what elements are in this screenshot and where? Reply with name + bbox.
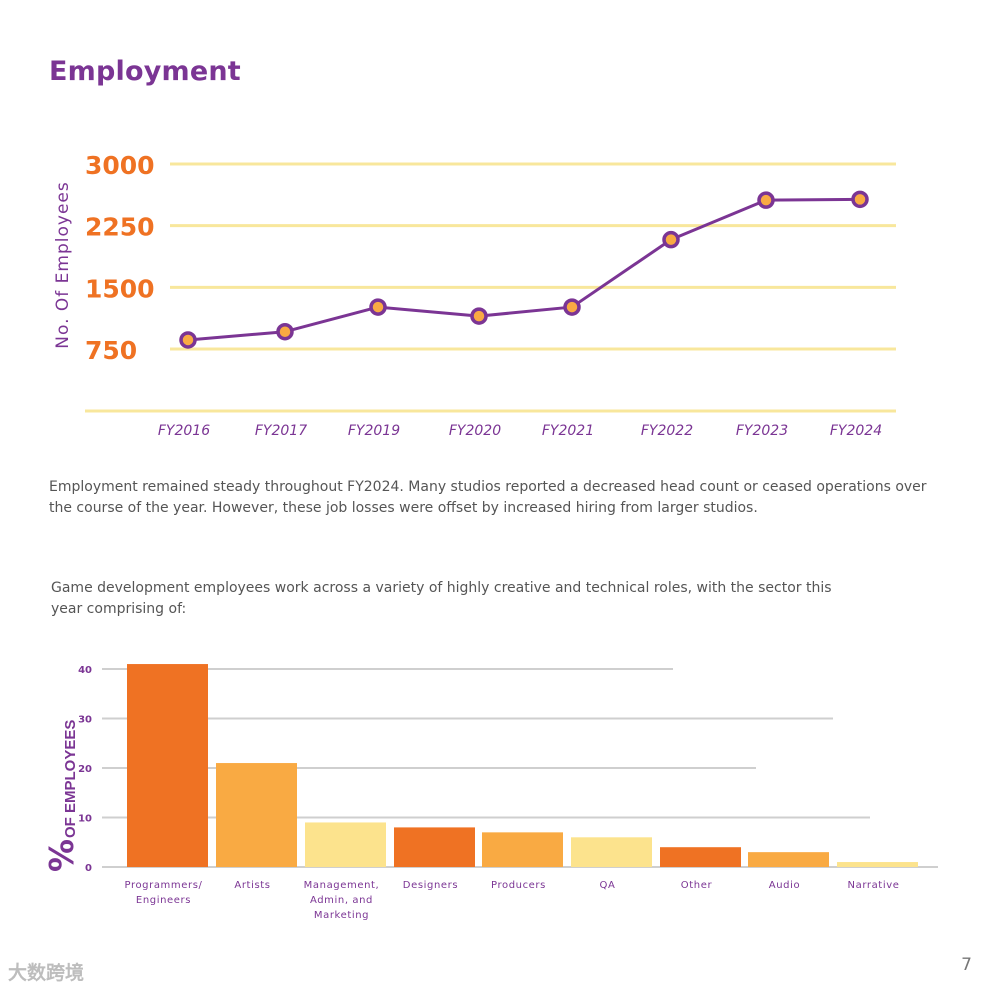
x-tick-label: FY2019 [348, 423, 400, 439]
x-tick-label: FY2017 [255, 423, 307, 439]
watermark: 大数跨境 [8, 962, 85, 984]
x-tick-label: Management, [304, 880, 380, 891]
x-tick-label: Other [681, 880, 713, 891]
x-tick-label: Admin, and [310, 895, 373, 906]
x-tick-label: FY2021 [542, 423, 594, 439]
data-point [851, 190, 869, 209]
x-tick-label: Engineers [136, 895, 191, 906]
bar [571, 837, 652, 867]
x-tick-label: FY2022 [641, 423, 693, 439]
data-point [757, 191, 775, 209]
page-number: 7 [961, 955, 972, 975]
data-point [276, 322, 294, 341]
data-point [470, 307, 488, 325]
bar [748, 852, 829, 867]
y-tick-label: 750 [85, 336, 137, 365]
x-tick-label: FY2023 [736, 423, 788, 439]
x-tick-label: Marketing [314, 910, 369, 921]
x-tick-label: QA [600, 880, 616, 891]
y-tick-label: 0 [85, 863, 92, 874]
y-tick-label: 3000 [85, 151, 155, 180]
x-tick-label: FY2020 [449, 423, 501, 439]
x-tick-label: Artists [234, 880, 270, 891]
bar [837, 862, 918, 867]
bar [305, 822, 386, 867]
bar [660, 847, 741, 867]
data-point [662, 230, 680, 249]
x-tick-label: Producers [491, 880, 546, 891]
bar [127, 664, 208, 867]
roles-intro-text: Game development employees work across a… [51, 580, 832, 617]
bar [394, 827, 475, 867]
y-tick-label: 2250 [85, 213, 155, 242]
employment-summary-text: Employment remained steady throughout FY… [49, 479, 927, 516]
bar [482, 832, 563, 867]
x-tick-label: FY2024 [830, 423, 882, 439]
y-tick-label: 20 [78, 764, 92, 775]
data-point [369, 298, 387, 316]
x-tick-label: Programmers/ [125, 880, 203, 891]
x-tick-label: Narrative [848, 880, 900, 891]
y-axis-title: No. Of Employees [53, 181, 73, 348]
data-point [563, 298, 581, 316]
y-axis-title: OF EMPLOYEES [62, 720, 79, 838]
x-tick-label: Audio [769, 880, 800, 891]
data-point [179, 331, 197, 349]
series-line [187, 197, 861, 342]
y-tick-label: 1500 [85, 274, 155, 303]
y-tick-label: 40 [78, 665, 92, 676]
page-title: Employment [49, 56, 241, 87]
x-tick-label: Designers [403, 880, 458, 891]
y-axis-title-percent: % [42, 839, 81, 872]
x-tick-label: FY2016 [158, 423, 210, 439]
bar [216, 763, 297, 867]
y-tick-label: 10 [78, 814, 92, 825]
y-tick-label: 30 [78, 715, 92, 726]
employment-line-chart: 750 1500 2250 3000 No. Of Employees FY2016 FY2… [53, 151, 896, 439]
